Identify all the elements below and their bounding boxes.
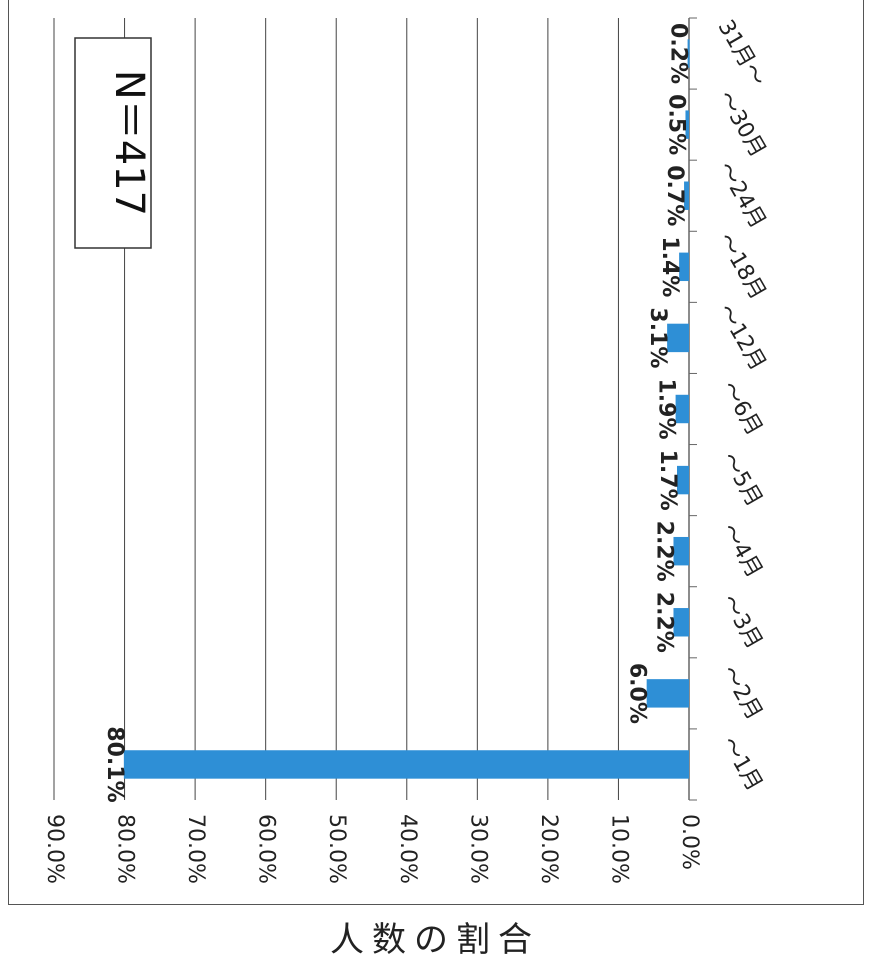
category-label: ～30月 bbox=[713, 87, 771, 162]
data-label: 2.2% bbox=[651, 521, 676, 582]
bar bbox=[667, 323, 689, 353]
tick-label: 0.0% bbox=[677, 814, 702, 870]
bar bbox=[684, 181, 689, 210]
bar bbox=[123, 750, 690, 779]
bar-chart: 0.0% 10.0% 20.0% 30.0% 40.0% 50.0% 60.0% 70.0% 8… bbox=[42, 16, 771, 884]
tick-label: 60.0% bbox=[254, 814, 279, 884]
data-label: 0.5% bbox=[663, 94, 688, 155]
tick-label: 50.0% bbox=[324, 814, 349, 884]
tick-label: 20.0% bbox=[536, 814, 561, 884]
bar bbox=[673, 536, 689, 566]
tick-label: 70.0% bbox=[183, 814, 208, 884]
category-label: ～6月 bbox=[716, 377, 767, 440]
data-label: 2.2% bbox=[651, 592, 676, 653]
data-labels: 80.1%6.0%2.2%2.2%1.7%1.9%3.1%1.4%0.7%0.5… bbox=[102, 23, 691, 803]
category-label: ～12月 bbox=[713, 300, 771, 375]
data-label: 0.7% bbox=[662, 165, 687, 226]
chart-frame: 0.0% 10.0% 20.0% 30.0% 40.0% 50.0% 60.0% 70.0% 8… bbox=[8, 0, 864, 905]
category-label: ～1月 bbox=[716, 733, 767, 796]
category-label: ～4月 bbox=[716, 520, 767, 583]
y-axis-title: 人数の割合 bbox=[330, 920, 540, 960]
data-label: 0.2% bbox=[666, 23, 691, 84]
category-label: ～18月 bbox=[713, 229, 771, 304]
data-label: 80.1% bbox=[102, 726, 127, 802]
bar bbox=[685, 110, 689, 139]
bar bbox=[677, 465, 689, 495]
category-label: ～5月 bbox=[716, 448, 767, 511]
bar bbox=[646, 679, 689, 708]
tick-label: 10.0% bbox=[606, 814, 631, 884]
bar bbox=[673, 608, 689, 637]
data-label: 1.4% bbox=[657, 236, 682, 297]
category-label: ～3月 bbox=[716, 591, 767, 654]
data-label: 3.1% bbox=[645, 307, 670, 368]
category-label: ～24月 bbox=[713, 158, 771, 233]
tick-label: 80.0% bbox=[113, 814, 138, 884]
tick-label: 30.0% bbox=[465, 814, 490, 884]
bars bbox=[123, 39, 690, 779]
value-axis-ticks: 0.0% 10.0% 20.0% 30.0% 40.0% 50.0% 60.0% 70.0% 8… bbox=[42, 814, 702, 884]
data-label: 1.7% bbox=[655, 450, 680, 511]
bar bbox=[687, 39, 690, 68]
data-label: 6.0% bbox=[625, 663, 650, 724]
data-label: 1.9% bbox=[654, 378, 679, 439]
bar bbox=[679, 252, 689, 282]
sample-size-box: N＝417 bbox=[74, 37, 152, 249]
bar bbox=[675, 394, 689, 424]
category-label: 31月～ bbox=[713, 16, 771, 91]
grid-lines bbox=[53, 17, 697, 801]
tick-label: 90.0% bbox=[42, 814, 67, 884]
tick-label: 40.0% bbox=[395, 814, 420, 884]
sample-size-label: N＝417 bbox=[106, 70, 152, 216]
category-label: ～2月 bbox=[716, 662, 767, 725]
